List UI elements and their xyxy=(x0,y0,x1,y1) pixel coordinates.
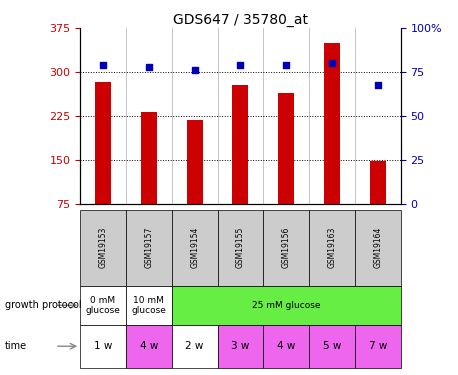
Bar xyxy=(126,286,172,325)
Text: 4 w: 4 w xyxy=(277,341,295,351)
Bar xyxy=(263,325,309,368)
Text: 3 w: 3 w xyxy=(231,341,250,351)
Point xyxy=(99,62,107,68)
Bar xyxy=(187,120,202,204)
Text: GSM19156: GSM19156 xyxy=(282,227,291,268)
Bar xyxy=(355,210,401,286)
Text: 5 w: 5 w xyxy=(323,341,341,351)
Text: 10 mM
glucose: 10 mM glucose xyxy=(131,296,166,315)
Bar xyxy=(263,210,309,286)
Bar xyxy=(278,93,294,204)
Text: growth protocol: growth protocol xyxy=(5,300,81,310)
Bar xyxy=(309,210,355,286)
Text: 7 w: 7 w xyxy=(369,341,387,351)
Text: 25 mM glucose: 25 mM glucose xyxy=(252,301,321,310)
Point xyxy=(145,64,153,70)
Bar xyxy=(172,325,218,368)
Text: GSM19164: GSM19164 xyxy=(373,227,382,268)
Point xyxy=(191,68,198,74)
Bar xyxy=(126,210,172,286)
Bar xyxy=(172,210,218,286)
Bar xyxy=(80,286,126,325)
Bar xyxy=(126,325,172,368)
Bar xyxy=(218,210,263,286)
Point xyxy=(374,81,382,87)
Bar xyxy=(95,82,111,204)
Bar xyxy=(232,85,248,204)
Text: time: time xyxy=(5,341,27,351)
Bar xyxy=(309,325,355,368)
Text: GSM19163: GSM19163 xyxy=(327,227,337,268)
Text: 1 w: 1 w xyxy=(94,341,112,351)
Bar xyxy=(80,210,126,286)
Text: 2 w: 2 w xyxy=(185,341,204,351)
Bar xyxy=(324,43,340,204)
Point xyxy=(237,62,244,68)
Bar xyxy=(218,325,263,368)
Text: GSM19154: GSM19154 xyxy=(190,227,199,268)
Bar xyxy=(172,286,401,325)
Text: GSM19157: GSM19157 xyxy=(144,227,153,268)
Point xyxy=(328,60,336,66)
Point xyxy=(283,62,290,68)
Text: 4 w: 4 w xyxy=(140,341,158,351)
Bar xyxy=(141,112,157,204)
Title: GDS647 / 35780_at: GDS647 / 35780_at xyxy=(173,13,308,27)
Bar xyxy=(370,162,386,204)
Text: GSM19153: GSM19153 xyxy=(98,227,108,268)
Text: GSM19155: GSM19155 xyxy=(236,227,245,268)
Text: 0 mM
glucose: 0 mM glucose xyxy=(86,296,120,315)
Bar xyxy=(80,325,126,368)
Bar xyxy=(355,325,401,368)
